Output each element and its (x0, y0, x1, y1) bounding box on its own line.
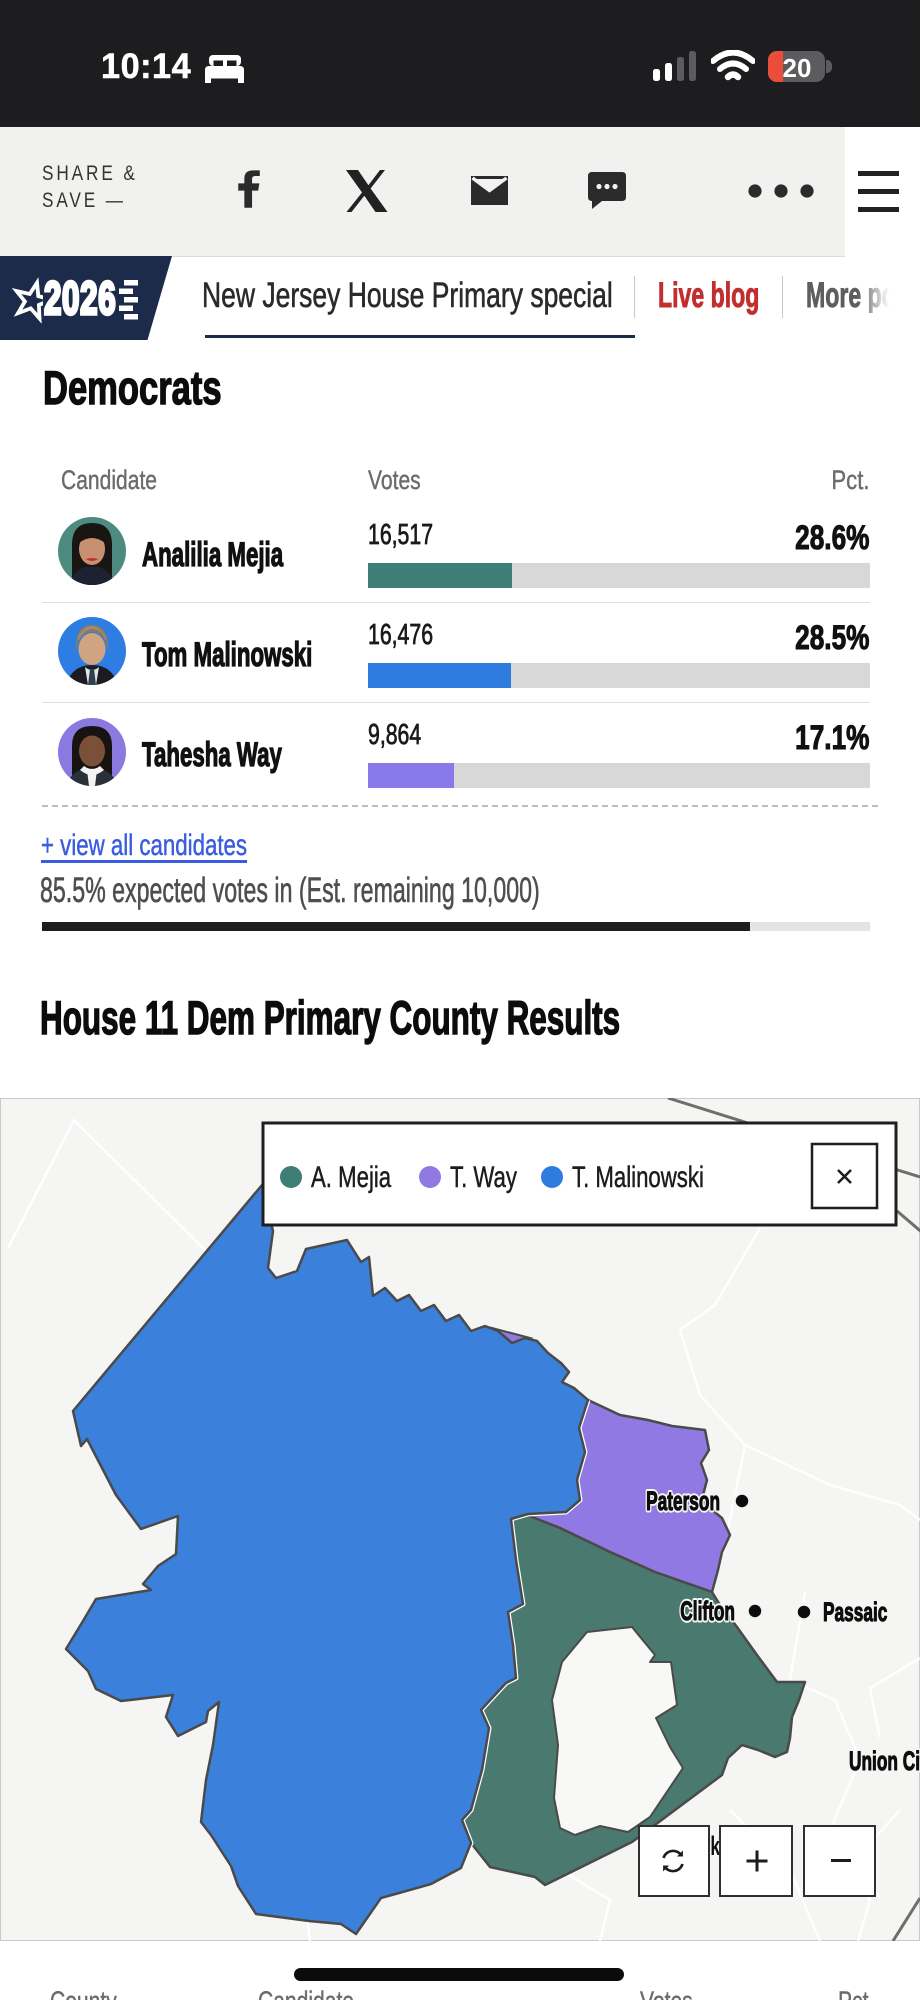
svg-text:Paterson: Paterson (646, 1485, 720, 1516)
svg-text:A. Mejia: A. Mejia (311, 1160, 391, 1194)
svg-text:Clifton: Clifton (680, 1595, 735, 1626)
svg-text:Paterson: Paterson (646, 1485, 720, 1516)
svg-text:Clifton: Clifton (680, 1595, 735, 1626)
svg-text:T. Malinowski: T. Malinowski (572, 1160, 704, 1194)
svg-text:Union City: Union City (849, 1745, 920, 1776)
svg-text:Union City: Union City (849, 1745, 920, 1776)
svg-text:2026: 2026 (44, 273, 116, 324)
svg-text:Passaic: Passaic (823, 1596, 887, 1627)
svg-text:Passaic: Passaic (823, 1596, 887, 1627)
svg-text:T. Way: T. Way (450, 1160, 518, 1194)
